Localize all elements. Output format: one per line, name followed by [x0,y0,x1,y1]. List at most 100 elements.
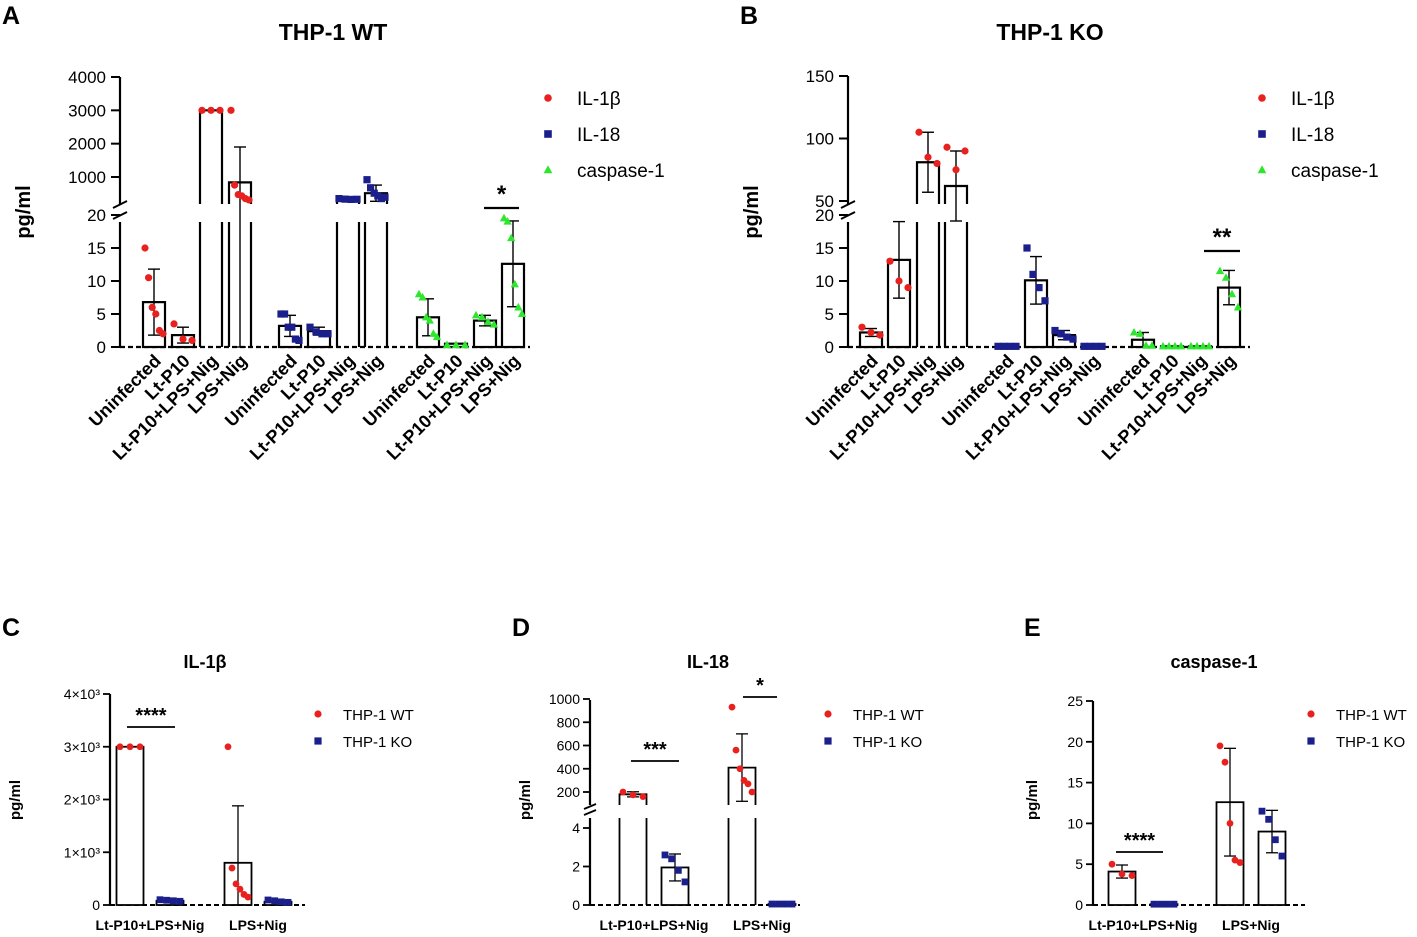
data-point [227,106,235,114]
data-point [775,900,783,908]
data-point [1135,329,1145,337]
significance-label: **** [1124,830,1155,852]
data-point [1098,342,1106,350]
bar [618,793,648,905]
y-tick-label: 15 [815,239,834,258]
data-point [1204,341,1214,350]
data-point [639,793,647,801]
data-point [1141,341,1151,349]
panel-letter: A [2,2,20,30]
y-tick-label: 0 [825,338,834,357]
data-point [895,277,903,285]
legend-marker [544,130,552,138]
data-point [1108,860,1116,868]
data-point [1226,820,1234,827]
legend-label: THP-1 WT [343,707,414,724]
data-point [510,279,519,288]
y-tick-label: 25 [1067,693,1083,709]
data-point [994,342,1002,350]
data-point [1150,900,1158,908]
data-point [915,128,923,136]
significance-label: *** [643,739,667,761]
data-point [489,320,499,328]
data-point [952,166,960,174]
data-point [1006,342,1014,350]
data-point [1192,341,1202,350]
data-point [169,897,177,905]
legend-marker [1257,165,1267,174]
data-point [1080,342,1088,350]
significance-label: * [497,181,507,208]
data-point [152,310,160,318]
data-point [1258,807,1266,815]
data-point [744,780,752,788]
legend-marker [1258,130,1266,138]
x-category-label: LPS+Nig [733,917,791,933]
y-tick-label: 400 [557,761,581,777]
legend-marker [314,737,322,745]
data-point [629,791,637,799]
panel-letter: C [2,614,20,642]
data-point [363,176,371,184]
data-point [1170,900,1178,908]
data-point [432,332,442,341]
data-point [477,312,487,321]
legend-label: IL-1β [577,89,621,110]
data-point [312,328,320,336]
data-point [442,340,452,349]
data-point [335,195,343,203]
y-tick-label: 2×10³ [64,792,101,808]
data-point [1012,342,1020,350]
legend-label: THP-1 KO [343,734,412,751]
data-point [517,309,527,318]
data-point [668,855,676,863]
legend-marker [314,710,322,718]
data-point [933,159,941,168]
data-point [324,330,332,338]
data-point [1063,333,1071,341]
y-tick-label: 2 [572,859,580,875]
bar [115,745,145,906]
data-point [414,289,424,298]
y-axis-label: pg/ml [1024,780,1041,820]
y-tick-label: 100 [806,130,834,149]
data-point [1029,270,1037,278]
y-tick-label: 600 [557,738,581,754]
data-point [1092,342,1100,350]
legend-label: THP-1 WT [853,707,924,724]
data-point [188,336,196,344]
data-point [503,217,512,225]
data-point [1278,852,1286,860]
y-axis-label: pg/ml [7,780,24,820]
data-point [514,302,523,311]
data-point [281,310,289,318]
data-point [736,765,744,773]
data-point [1164,341,1174,350]
y-tick-label: 1×10³ [64,844,101,860]
chart-title: caspase-1 [1170,652,1257,672]
data-point [224,743,232,751]
data-point [228,864,236,872]
panel-letter: E [1024,614,1041,642]
y-tick-label: 0 [1075,897,1083,913]
data-point [264,896,272,904]
y-tick-label: 20 [87,206,106,225]
data-point [1221,758,1229,766]
data-point [295,336,303,344]
significance-label: * [756,675,764,697]
data-point [471,310,481,319]
data-point [318,330,326,338]
y-tick-label: 3000 [68,101,106,120]
data-point [288,323,296,331]
y-axis-label: pg/ml [741,185,763,238]
chart-title: IL-18 [687,652,729,672]
data-point [1236,859,1244,866]
data-point [1216,742,1224,750]
y-tick-label: 0 [97,338,106,357]
data-point [418,293,427,301]
data-point [674,866,682,874]
data-point [367,184,375,192]
data-point [148,303,156,311]
data-point [163,896,171,904]
legend-label: THP-1 KO [853,734,922,751]
